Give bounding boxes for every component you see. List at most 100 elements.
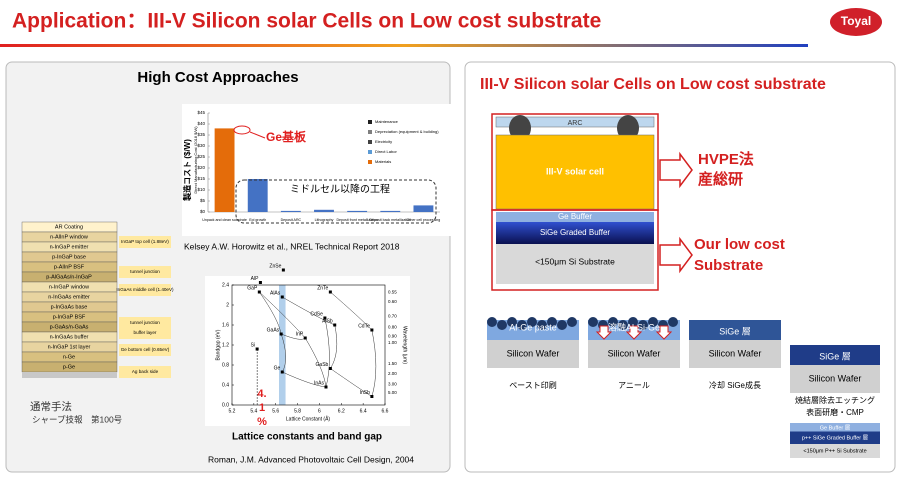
arc bbox=[495, 116, 655, 128]
grain bbox=[517, 320, 527, 330]
curve bbox=[324, 317, 330, 388]
layer-label: Silicon Wafer bbox=[507, 348, 560, 358]
point bbox=[279, 332, 283, 336]
y2-tick-label: 0.80 bbox=[388, 325, 397, 330]
point bbox=[257, 290, 261, 294]
point-label: GaAs bbox=[267, 327, 280, 333]
contact bbox=[509, 115, 531, 141]
side-label: HVPE法 bbox=[698, 150, 754, 168]
bar bbox=[280, 210, 301, 212]
bar bbox=[347, 210, 368, 212]
point-label: CdSe bbox=[310, 311, 323, 317]
step-label: 焼結層除去エッチング bbox=[795, 395, 875, 405]
point bbox=[280, 295, 284, 299]
y2-tick-label: 1.00 bbox=[388, 340, 397, 345]
stack-layer-label: n-InGaP 1st layer bbox=[48, 344, 91, 350]
stack-layer-label: n-Ge bbox=[63, 354, 75, 360]
bandgap-bg bbox=[205, 276, 410, 426]
group-bg bbox=[119, 327, 171, 339]
stack-layer-label: n-InGaP window bbox=[49, 284, 89, 290]
group-bg bbox=[119, 266, 171, 278]
caption: Kelsey A.W. Horowitz et al., NREL Techni… bbox=[184, 241, 400, 251]
stack-layer-label: p-Ge bbox=[63, 364, 75, 370]
point-label: AlSb bbox=[322, 318, 333, 324]
point-label: Ge bbox=[274, 365, 281, 371]
legend-label: Maintenance bbox=[375, 119, 399, 124]
point bbox=[328, 290, 332, 294]
y2-tick-label: 5.00 bbox=[388, 390, 397, 395]
y-tick-label: $25 bbox=[197, 154, 205, 159]
group-bg bbox=[119, 236, 171, 248]
y2-label: Wavelength (μm) bbox=[402, 326, 408, 364]
si bbox=[496, 244, 654, 284]
sige bbox=[496, 222, 654, 244]
y-label-small: Direct Manufacturing Cost (2018 $/W) bbox=[193, 126, 198, 194]
step-label: ペースト印刷 bbox=[509, 381, 557, 390]
curve bbox=[330, 368, 373, 397]
wafer bbox=[790, 365, 880, 393]
hl-band bbox=[278, 285, 286, 405]
step-label: 冷却 SiGe成長 bbox=[709, 380, 761, 390]
logo-bg bbox=[830, 8, 882, 36]
stack-layer-label: p-AlInP BSF bbox=[54, 264, 85, 270]
frame bbox=[491, 209, 659, 291]
stack-layer-label: n-InGaAs emitter bbox=[48, 294, 90, 300]
stack-group-label: InGaAs middle cell (1.40eV) bbox=[116, 287, 174, 292]
annotation: % bbox=[257, 416, 267, 428]
title: Application：III-V Silicon solar Cells on… bbox=[12, 10, 601, 33]
ge-buffer bbox=[496, 212, 654, 222]
stack-layer-label: p-InGaP BSF bbox=[53, 314, 86, 320]
stack-layer-label: AR Coating bbox=[55, 224, 83, 230]
point-label: CdTe bbox=[358, 323, 370, 329]
y-tick-label: $35 bbox=[197, 132, 205, 137]
x-tick-label: Other cell processing bbox=[407, 218, 441, 222]
layer-label: Ge Buffer bbox=[558, 212, 592, 221]
y-tick-label: 2.4 bbox=[222, 282, 229, 288]
layer-label: Silicon Wafer bbox=[809, 373, 862, 383]
y-tick-label: $0 bbox=[200, 209, 206, 214]
y2-tick-label: 3.00 bbox=[388, 382, 397, 387]
y-tick-label: $5 bbox=[200, 198, 206, 203]
y2-tick-label: 0.55 bbox=[388, 289, 397, 294]
grain bbox=[547, 317, 557, 327]
stack-layer-label: n-InGaP emitter bbox=[50, 244, 89, 250]
group-bg bbox=[119, 366, 171, 378]
y-tick-label: $40 bbox=[197, 121, 205, 126]
point bbox=[333, 323, 337, 327]
x-tick-label: 5.4 bbox=[250, 408, 257, 414]
stack-group-label: buffer layer bbox=[134, 330, 157, 335]
legend-label: Depreciation (equipment & building) bbox=[375, 129, 439, 134]
legend-swatch bbox=[368, 160, 372, 164]
legend-swatch bbox=[368, 120, 372, 124]
grain bbox=[487, 317, 497, 327]
side-label: 産総研 bbox=[698, 170, 743, 188]
down-arrow bbox=[625, 325, 643, 340]
arrow bbox=[659, 236, 693, 274]
layer-label: Silicon Wafer bbox=[709, 348, 762, 358]
cell bbox=[495, 134, 655, 210]
step-label: 表面研磨・CMP bbox=[806, 407, 864, 417]
x-label: Lattice Constant (Å) bbox=[286, 415, 331, 422]
side-label: Our low cost bbox=[694, 236, 785, 253]
final-label: Ge Buffer 層 bbox=[820, 424, 850, 431]
annotation: 1 bbox=[259, 402, 265, 414]
y2-tick-label: 1.50 bbox=[388, 361, 397, 366]
curve bbox=[282, 371, 327, 388]
y-tick-label: $45 bbox=[197, 110, 205, 115]
panel-title: High Cost Approaches bbox=[137, 69, 298, 86]
point bbox=[324, 385, 328, 389]
curve bbox=[330, 291, 373, 331]
callout: Ge基板 bbox=[266, 129, 307, 144]
point bbox=[303, 336, 307, 340]
final-layer bbox=[790, 423, 880, 433]
y2-tick-label: 0.60 bbox=[388, 299, 397, 304]
point-label: InAs bbox=[314, 380, 325, 386]
legend-label: Materials bbox=[375, 159, 391, 164]
stack-layer-label: p-AlGaAs/n-InGaP bbox=[46, 274, 92, 280]
y-tick-label: $20 bbox=[197, 165, 205, 170]
point-label: GaP bbox=[247, 285, 258, 291]
caption: Lattice constants and band gap bbox=[232, 432, 382, 443]
callout-line bbox=[249, 131, 266, 139]
legend-label: Direct Labor bbox=[375, 149, 397, 154]
layer-label: III-V solar cell bbox=[546, 166, 604, 176]
